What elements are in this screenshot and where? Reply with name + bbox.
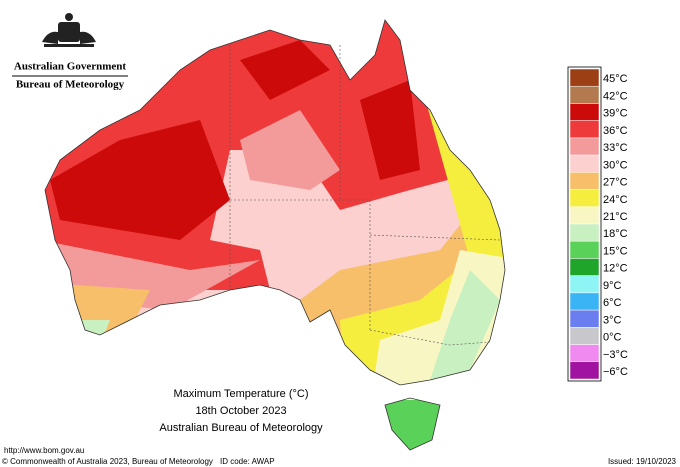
footer-copyright: © Commonwealth of Australia 2023, Bureau… (2, 457, 213, 466)
legend-swatch (569, 361, 600, 380)
legend-label: 36°C (603, 125, 628, 137)
legend-label: 6°C (603, 297, 622, 309)
legend-label: 42°C (603, 90, 628, 102)
legend-swatch (569, 120, 600, 139)
government-name: Australian Government (14, 61, 126, 73)
legend-label: 18°C (603, 228, 628, 240)
coastline (44, 19, 506, 451)
legend-swatch (569, 223, 600, 242)
footer-url: http://www.bom.gov.au (4, 446, 84, 455)
legend-swatch (569, 344, 600, 363)
legend-swatch (569, 137, 600, 156)
legend-swatch (569, 292, 600, 311)
agency-name: Bureau of Meteorology (16, 79, 125, 91)
emblem (42, 13, 96, 47)
legend-swatch (569, 327, 600, 345)
legend-label: 39°C (603, 108, 628, 120)
legend-label: 12°C (603, 263, 628, 275)
footer-id: ID code: AWAP (220, 457, 275, 466)
legend-label: 45°C (603, 73, 628, 85)
legend-swatch (569, 206, 600, 225)
legend-label: 33°C (603, 142, 628, 154)
legend-label: 9°C (603, 280, 622, 292)
map-title: Maximum Temperature (°C) (173, 388, 308, 400)
legend-label: 15°C (603, 245, 628, 257)
legend-swatch (569, 309, 600, 328)
legend-swatch (569, 240, 600, 259)
legend-swatch (569, 85, 600, 104)
legend-swatch (569, 68, 600, 87)
legend-label: 3°C (603, 314, 622, 326)
legend-label: 21°C (603, 211, 628, 223)
map-source: Australian Bureau of Meteorology (159, 422, 323, 434)
legend-label: −6°C (603, 366, 628, 378)
legend-swatch (569, 189, 600, 208)
legend-frame (567, 66, 602, 382)
state-borders (229, 45, 501, 346)
legend: 45°C 42°C 39°C 36°C 33°C 30°C 27°C 24°C 21°C 18°C… (567, 66, 628, 382)
legend-label: 0°C (603, 332, 622, 344)
legend-label: 30°C (603, 159, 628, 171)
legend-label: 24°C (603, 194, 628, 206)
map-date: 18th October 2023 (195, 405, 286, 417)
legend-label: 27°C (603, 177, 628, 189)
legend-swatch (569, 258, 600, 276)
legend-swatch (569, 275, 600, 294)
legend-label: −3°C (603, 349, 628, 361)
legend-swatch (569, 154, 600, 173)
legend-swatch (569, 172, 600, 190)
footer-issued: Issued: 19/10/2023 (608, 457, 677, 466)
legend-swatch (569, 103, 600, 121)
